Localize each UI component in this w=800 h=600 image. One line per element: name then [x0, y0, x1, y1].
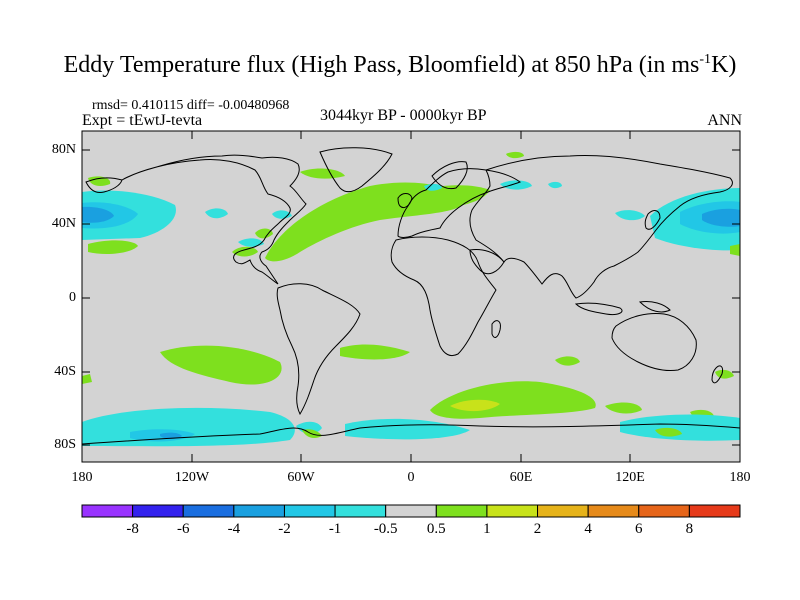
anomaly-region-s-indian-core [450, 399, 500, 412]
anomaly-region-aus [715, 369, 734, 379]
colorbar-label: -2 [278, 521, 291, 537]
coast-australia [611, 313, 697, 371]
anomaly-region-antarctic-east-green [655, 427, 682, 437]
colorbar-label: -1 [328, 521, 342, 537]
coast-greenland [319, 147, 393, 193]
y-tick-label: 0 [69, 290, 76, 305]
anomaly-region-npac-east-inner [702, 208, 740, 227]
anomaly-region-natl-east [404, 185, 490, 209]
coast-alaska [85, 177, 123, 193]
colorbar-label: 6 [635, 521, 643, 537]
anomaly-region-subtropic-pac-west [88, 240, 138, 254]
anomaly-region-antarctic-pac-inner [160, 432, 182, 439]
coast-arabia [469, 249, 505, 275]
anomaly-region-ne-america [272, 210, 292, 219]
y-tick-label: 40S [54, 364, 76, 379]
colorbar-swatch [81, 504, 134, 518]
colorbar-swatch [385, 504, 437, 518]
coast-asia [469, 154, 733, 299]
colorbar-label: -6 [176, 521, 190, 537]
coast-south-america [276, 283, 361, 416]
coast-africa [390, 236, 497, 357]
coast-antarctica [82, 423, 740, 445]
x-tick-label: 120W [174, 470, 210, 485]
colorbar [81, 504, 741, 518]
anomaly-region-labrador [255, 228, 273, 239]
stats-text: rmsd= 0.410115 diff= -0.00480968 [92, 98, 290, 113]
anomaly-region-s-indian-east [605, 402, 642, 414]
anomaly-region-hudson [205, 208, 228, 219]
colorbar-swatch [486, 504, 539, 518]
anomaly-region-indian-west [82, 374, 92, 384]
axis-ticks [81, 131, 741, 462]
season-label: ANN [707, 112, 742, 129]
colorbar-label: 1 [483, 521, 491, 537]
anomaly-region-natl-west [232, 246, 258, 257]
anomaly-region-nw-europe [424, 183, 442, 191]
anomaly-region-arctic-west [88, 176, 111, 186]
coast-new-zealand [711, 365, 723, 384]
colorbar-label: -8 [126, 521, 139, 537]
colorbar-label: -0.5 [373, 521, 398, 537]
coast-scandinavia [431, 161, 468, 190]
x-tick-label: 180 [71, 470, 93, 485]
coast-madagascar [491, 320, 501, 338]
anomaly-region-antarctic-east [620, 414, 740, 441]
colorbar-swatch [435, 504, 488, 518]
coast-japan [644, 210, 661, 230]
coast-indonesia [574, 302, 623, 315]
colorbar-swatch [132, 504, 184, 518]
coast-europe [397, 168, 522, 238]
x-tick-label: 0 [407, 470, 415, 485]
colorbar-label: 2 [533, 521, 542, 537]
y-tick-label: 80S [54, 437, 76, 452]
anomaly-region-gulf [238, 238, 264, 247]
anomaly-region-arctic-green [506, 151, 524, 159]
anomaly-region-arctic-canada [300, 168, 345, 179]
title-superscript: -1 [699, 52, 712, 67]
anomaly-region-siberia [548, 181, 562, 189]
period-label: 3044kyr BP - 0000kyr BP [320, 107, 487, 124]
x-tick-label: 60W [287, 470, 315, 485]
anomaly-region-antarctic-ind [345, 418, 470, 440]
colorbar-swatch [334, 504, 387, 518]
coast-uk [397, 193, 413, 209]
colorbar-swatch [182, 504, 235, 518]
x-tick-label: 120E [615, 470, 645, 485]
coastlines [82, 147, 740, 445]
colorbar-swatch [638, 504, 690, 518]
colorbar-label: 4 [584, 521, 592, 537]
anomaly-region-satl [340, 344, 410, 360]
y-tick-label: 80N [51, 142, 76, 157]
y-tick-label: 40N [51, 216, 76, 231]
colorbar-label: -4 [227, 521, 241, 537]
anomaly-region-spac [160, 345, 282, 385]
colorbar-swatch [587, 504, 640, 518]
title-end-text: K) [711, 52, 737, 78]
colorbar-swatch [283, 504, 336, 518]
colorbar-label: 8 [685, 521, 694, 537]
anomaly-region-indian-small [555, 356, 580, 366]
coast-north-america [121, 154, 307, 285]
anomaly-region-npac-west-inner [82, 206, 114, 223]
figure-title: Eddy Temperature flux (High Pass, Bloomf… [0, 52, 800, 79]
coast-new-guinea [638, 301, 671, 313]
colorbar-swatch [688, 504, 741, 518]
colorbar-label: 0.5 [426, 521, 446, 537]
colorbar-swatch [233, 504, 285, 518]
colorbar-swatch [537, 504, 589, 518]
experiment-label: Expt = tEwtJ-tevta [82, 112, 203, 129]
anomaly-field [82, 151, 740, 447]
anomaly-region-japan [615, 210, 645, 221]
x-tick-label: 60E [509, 470, 533, 485]
anomaly-region-arctic-cyan [500, 180, 532, 190]
title-text: Eddy Temperature flux (High Pass, Bloomf… [63, 52, 700, 78]
anomaly-region-npac-far-east [730, 244, 740, 256]
x-tick-label: 180 [729, 470, 751, 485]
